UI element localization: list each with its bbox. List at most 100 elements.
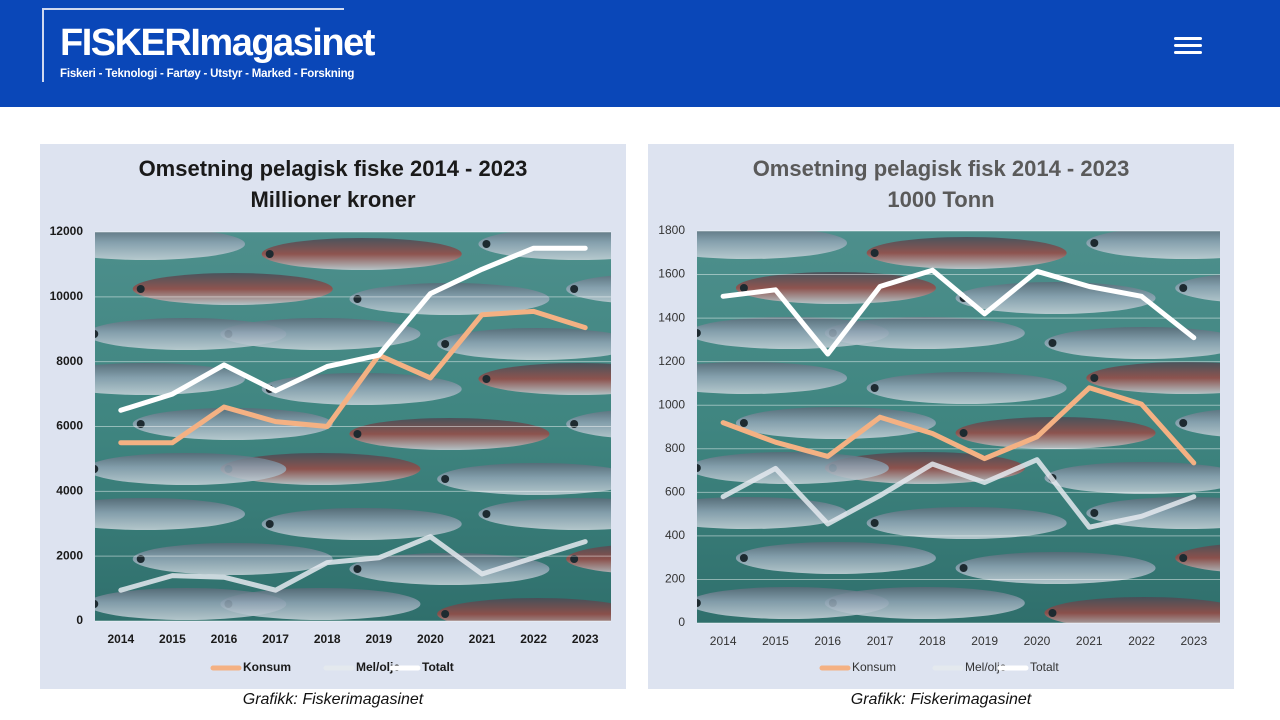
y-tick-label: 0 bbox=[678, 615, 685, 629]
fish bbox=[1175, 409, 1220, 437]
fish bbox=[261, 508, 462, 540]
chart-subtitle: 1000 Tonn bbox=[887, 187, 994, 212]
fish bbox=[697, 587, 889, 619]
fish-eye bbox=[739, 284, 748, 292]
y-tick-label: 8000 bbox=[56, 354, 83, 368]
chart-subtitle: Millioner kroner bbox=[250, 187, 415, 212]
fish-eye bbox=[482, 375, 491, 383]
fish-eye bbox=[739, 554, 748, 562]
fish bbox=[735, 272, 936, 304]
fish-eye bbox=[1179, 419, 1188, 427]
menu-button[interactable] bbox=[1174, 34, 1202, 58]
fish bbox=[478, 363, 611, 395]
x-tick-label: 2023 bbox=[572, 632, 599, 646]
fish bbox=[349, 418, 550, 450]
x-tick-label: 2014 bbox=[107, 632, 134, 646]
legend-label: Konsum bbox=[852, 660, 896, 674]
fish-eye bbox=[870, 249, 879, 257]
data-line bbox=[720, 267, 1197, 357]
photo-background bbox=[697, 231, 1220, 623]
x-tick-label: 2018 bbox=[919, 634, 946, 648]
logo[interactable]: FISKERImagasinet Fiskeri - Teknologi - F… bbox=[42, 8, 375, 82]
fish-eye bbox=[697, 599, 701, 607]
chart-caption: Grafikk: Fiskerimagasinet bbox=[851, 691, 1032, 708]
y-tick-label: 1800 bbox=[658, 223, 685, 237]
fish-eye bbox=[959, 429, 968, 437]
legend-label: Mel/olje bbox=[965, 660, 1007, 674]
fish-eye bbox=[136, 555, 145, 563]
chart-caption: Grafikk: Fiskerimagasinet bbox=[243, 691, 424, 708]
x-tick-label: 2015 bbox=[762, 634, 789, 648]
fish-eye bbox=[482, 510, 491, 518]
fish-eye bbox=[1048, 609, 1057, 617]
fish bbox=[735, 542, 936, 574]
y-tick-label: 12000 bbox=[50, 224, 84, 238]
y-tick-label: 600 bbox=[665, 485, 685, 499]
site-header: FISKERImagasinet Fiskeri - Teknologi - F… bbox=[0, 0, 1280, 107]
fish-eye bbox=[870, 384, 879, 392]
fish bbox=[1086, 231, 1220, 259]
fish-eye bbox=[353, 565, 362, 573]
fish bbox=[437, 463, 611, 495]
fish-eye bbox=[1090, 374, 1099, 382]
fish-eye bbox=[265, 520, 274, 528]
x-tick-label: 2014 bbox=[710, 634, 737, 648]
fish bbox=[95, 453, 287, 485]
x-tick-label: 2016 bbox=[211, 632, 238, 646]
fish-eye bbox=[441, 475, 450, 483]
fish-eye bbox=[697, 464, 701, 472]
fish-eye bbox=[1179, 284, 1188, 292]
fish-eye bbox=[697, 329, 701, 337]
fish bbox=[866, 372, 1067, 404]
fish-eye bbox=[441, 340, 450, 348]
fish-eye bbox=[265, 250, 274, 258]
fish bbox=[1175, 274, 1220, 302]
data-line bbox=[720, 385, 1197, 466]
fish-eye bbox=[959, 564, 968, 572]
chart-title: Omsetning pelagisk fiske 2014 - 2023 bbox=[139, 156, 528, 181]
x-tick-label: 2019 bbox=[971, 634, 998, 648]
chart-title: Omsetning pelagisk fisk 2014 - 2023 bbox=[753, 156, 1130, 181]
legend-label: Totalt bbox=[422, 660, 454, 674]
x-tick-label: 2018 bbox=[314, 632, 341, 646]
fish bbox=[132, 408, 333, 440]
fish bbox=[735, 407, 936, 439]
fish bbox=[261, 373, 462, 405]
fish bbox=[1044, 597, 1220, 623]
fish bbox=[1044, 327, 1220, 359]
fish bbox=[478, 498, 611, 530]
fish bbox=[437, 328, 611, 360]
y-tick-label: 1400 bbox=[658, 310, 685, 324]
x-tick-label: 2022 bbox=[1128, 634, 1155, 648]
fish-eye bbox=[1090, 509, 1099, 517]
fish-eye bbox=[441, 610, 450, 618]
fish bbox=[95, 363, 245, 395]
fish bbox=[697, 452, 889, 484]
data-line bbox=[118, 308, 588, 446]
x-tick-label: 2021 bbox=[1076, 634, 1103, 648]
fish bbox=[132, 543, 333, 575]
x-tick-label: 2016 bbox=[814, 634, 841, 648]
fish-eye bbox=[570, 555, 579, 563]
fish bbox=[566, 410, 611, 438]
legend-label: Konsum bbox=[243, 660, 291, 674]
y-tick-label: 400 bbox=[665, 528, 685, 542]
data-line bbox=[118, 245, 588, 413]
y-tick-label: 6000 bbox=[56, 419, 83, 433]
y-tick-label: 0 bbox=[76, 613, 83, 627]
y-tick-label: 200 bbox=[665, 572, 685, 586]
fish-eye bbox=[353, 295, 362, 303]
fish-eye bbox=[570, 285, 579, 293]
y-tick-label: 1000 bbox=[658, 397, 685, 411]
x-tick-label: 2015 bbox=[159, 632, 186, 646]
x-tick-label: 2022 bbox=[520, 632, 547, 646]
x-tick-label: 2020 bbox=[417, 632, 444, 646]
x-tick-label: 2021 bbox=[469, 632, 496, 646]
fish bbox=[95, 232, 245, 260]
fish bbox=[349, 553, 550, 585]
fish bbox=[132, 273, 333, 305]
x-tick-label: 2017 bbox=[262, 632, 289, 646]
fish bbox=[437, 598, 611, 621]
